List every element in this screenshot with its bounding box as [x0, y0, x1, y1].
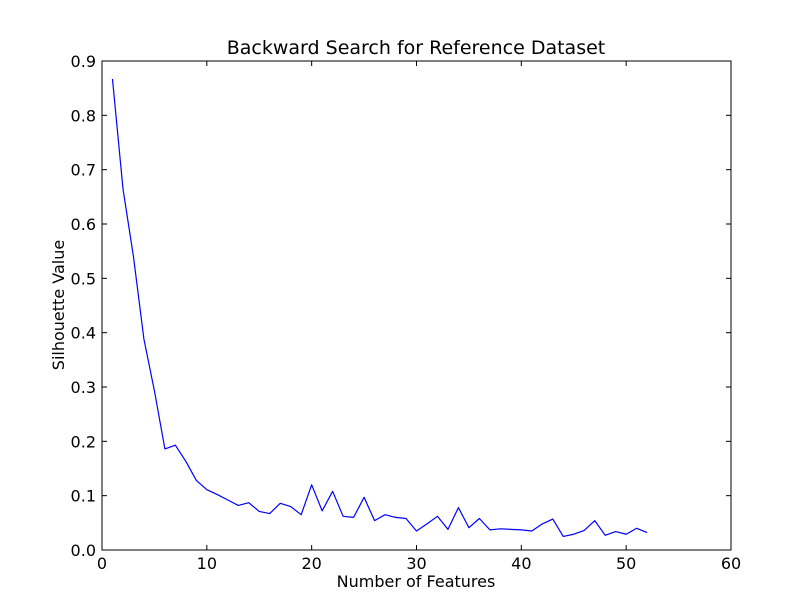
series-line [111, 78, 648, 538]
x-tick-label: 10 [197, 554, 217, 573]
y-tick-label: 0.6 [71, 215, 96, 234]
x-tick-label: 50 [616, 554, 636, 573]
x-tick-label: 20 [301, 554, 321, 573]
y-tick-label: 0.2 [71, 432, 96, 451]
y-tick-label: 0.1 [71, 487, 96, 506]
chart-title: Backward Search for Reference Dataset [227, 37, 606, 59]
y-tick-label: 0.0 [71, 541, 96, 560]
x-tick-label: 40 [511, 554, 531, 573]
y-tick-label: 0.9 [71, 52, 96, 71]
y-tick-label: 0.5 [71, 269, 96, 288]
x-tick-label: 60 [721, 554, 741, 573]
y-tick-label: 0.3 [71, 378, 96, 397]
y-tick-label: 0.7 [71, 161, 96, 180]
y-axis-label: Silhouette Value [49, 240, 68, 370]
x-tick-label: 0 [97, 554, 107, 573]
x-tick-label: 30 [406, 554, 426, 573]
plot-area: 0 10 20 30 40 50 60 0.0 0.1 0.2 0.3 0.4 0.5 0.6 0.7 0.8… [71, 52, 742, 573]
axes-frame [101, 60, 732, 551]
y-tick-label: 0.4 [71, 324, 96, 343]
y-tick-label: 0.8 [71, 106, 96, 125]
x-axis-label: Number of Features [337, 572, 496, 591]
